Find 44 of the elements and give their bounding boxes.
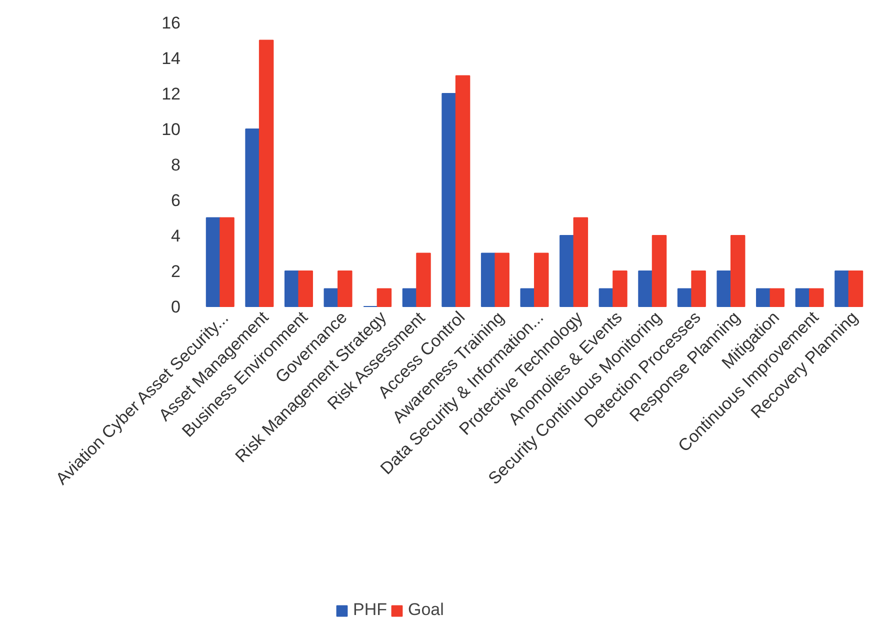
bar (376, 288, 392, 307)
bar (809, 288, 824, 307)
y-tick-label: 16 (162, 14, 181, 32)
bar (848, 270, 864, 307)
bar (770, 288, 785, 307)
legend-label: Goal (408, 600, 444, 620)
bar (795, 288, 810, 307)
bar (258, 40, 274, 307)
legend-label: PHF (353, 600, 387, 620)
bar (455, 75, 470, 307)
bar (298, 270, 313, 307)
bar (573, 217, 588, 307)
bar (416, 252, 431, 307)
bar (716, 270, 732, 307)
bar (480, 252, 496, 307)
bar (652, 235, 667, 307)
y-tick-label: 6 (171, 191, 181, 210)
bar (534, 252, 549, 307)
bar (560, 235, 574, 307)
bar (834, 270, 850, 307)
bar (338, 270, 352, 307)
y-tick-label: 2 (171, 262, 181, 281)
bar (220, 217, 234, 307)
bar (442, 93, 456, 307)
bar (638, 270, 653, 307)
y-tick-label: 10 (162, 120, 181, 139)
bar (284, 270, 300, 307)
y-tick-label: 0 (171, 298, 181, 316)
y-tick-label: 8 (171, 156, 181, 174)
bar (494, 252, 510, 307)
y-tick-label: 4 (171, 226, 181, 246)
bar (677, 288, 692, 307)
bar (730, 235, 746, 307)
bar (245, 128, 260, 307)
y-tick-label: 14 (162, 49, 181, 68)
bar (598, 288, 614, 307)
bar (691, 270, 706, 307)
bar (612, 270, 628, 307)
bar (520, 288, 535, 307)
y-tick-label: 12 (162, 84, 181, 104)
bar (756, 288, 771, 307)
bar (206, 217, 221, 307)
bar (402, 288, 418, 307)
bar (324, 288, 339, 307)
